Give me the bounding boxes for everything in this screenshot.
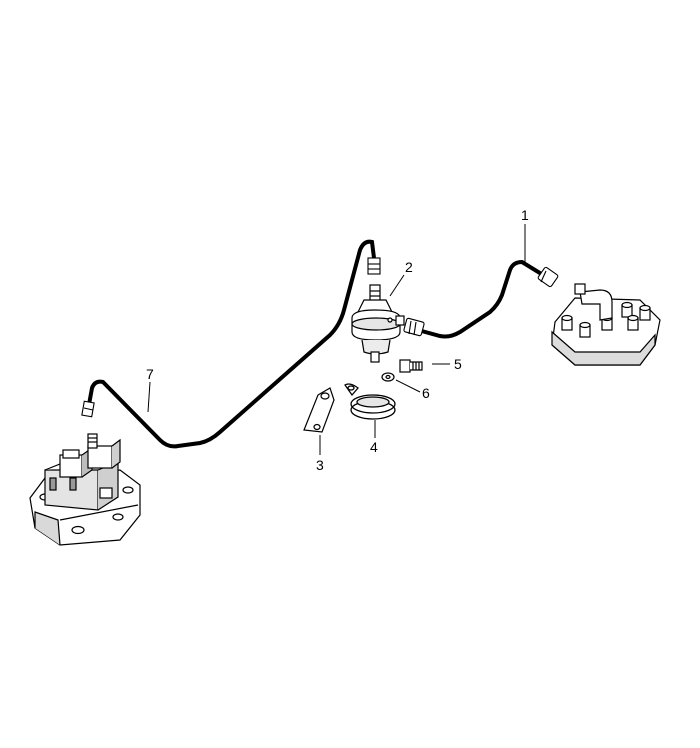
washer-6 [381,372,395,382]
pressure-regulator-2 [351,284,405,363]
callout-4: 4 [370,439,378,455]
callout-2: 2 [405,259,413,275]
leader-lines [147,224,526,455]
fuel-line-7 [81,239,381,449]
callout-6: 6 [422,385,430,401]
callout-3: 3 [316,457,324,473]
callout-7: 7 [146,366,154,382]
fuel-line-1 [403,259,559,339]
callout-5: 5 [454,356,462,372]
right-distributor-head [551,283,661,366]
callout-1: 1 [521,207,529,223]
screw-5 [399,359,423,373]
bracket-3 [303,387,335,433]
clamp-4 [344,383,396,420]
left-injection-unit [29,433,141,546]
